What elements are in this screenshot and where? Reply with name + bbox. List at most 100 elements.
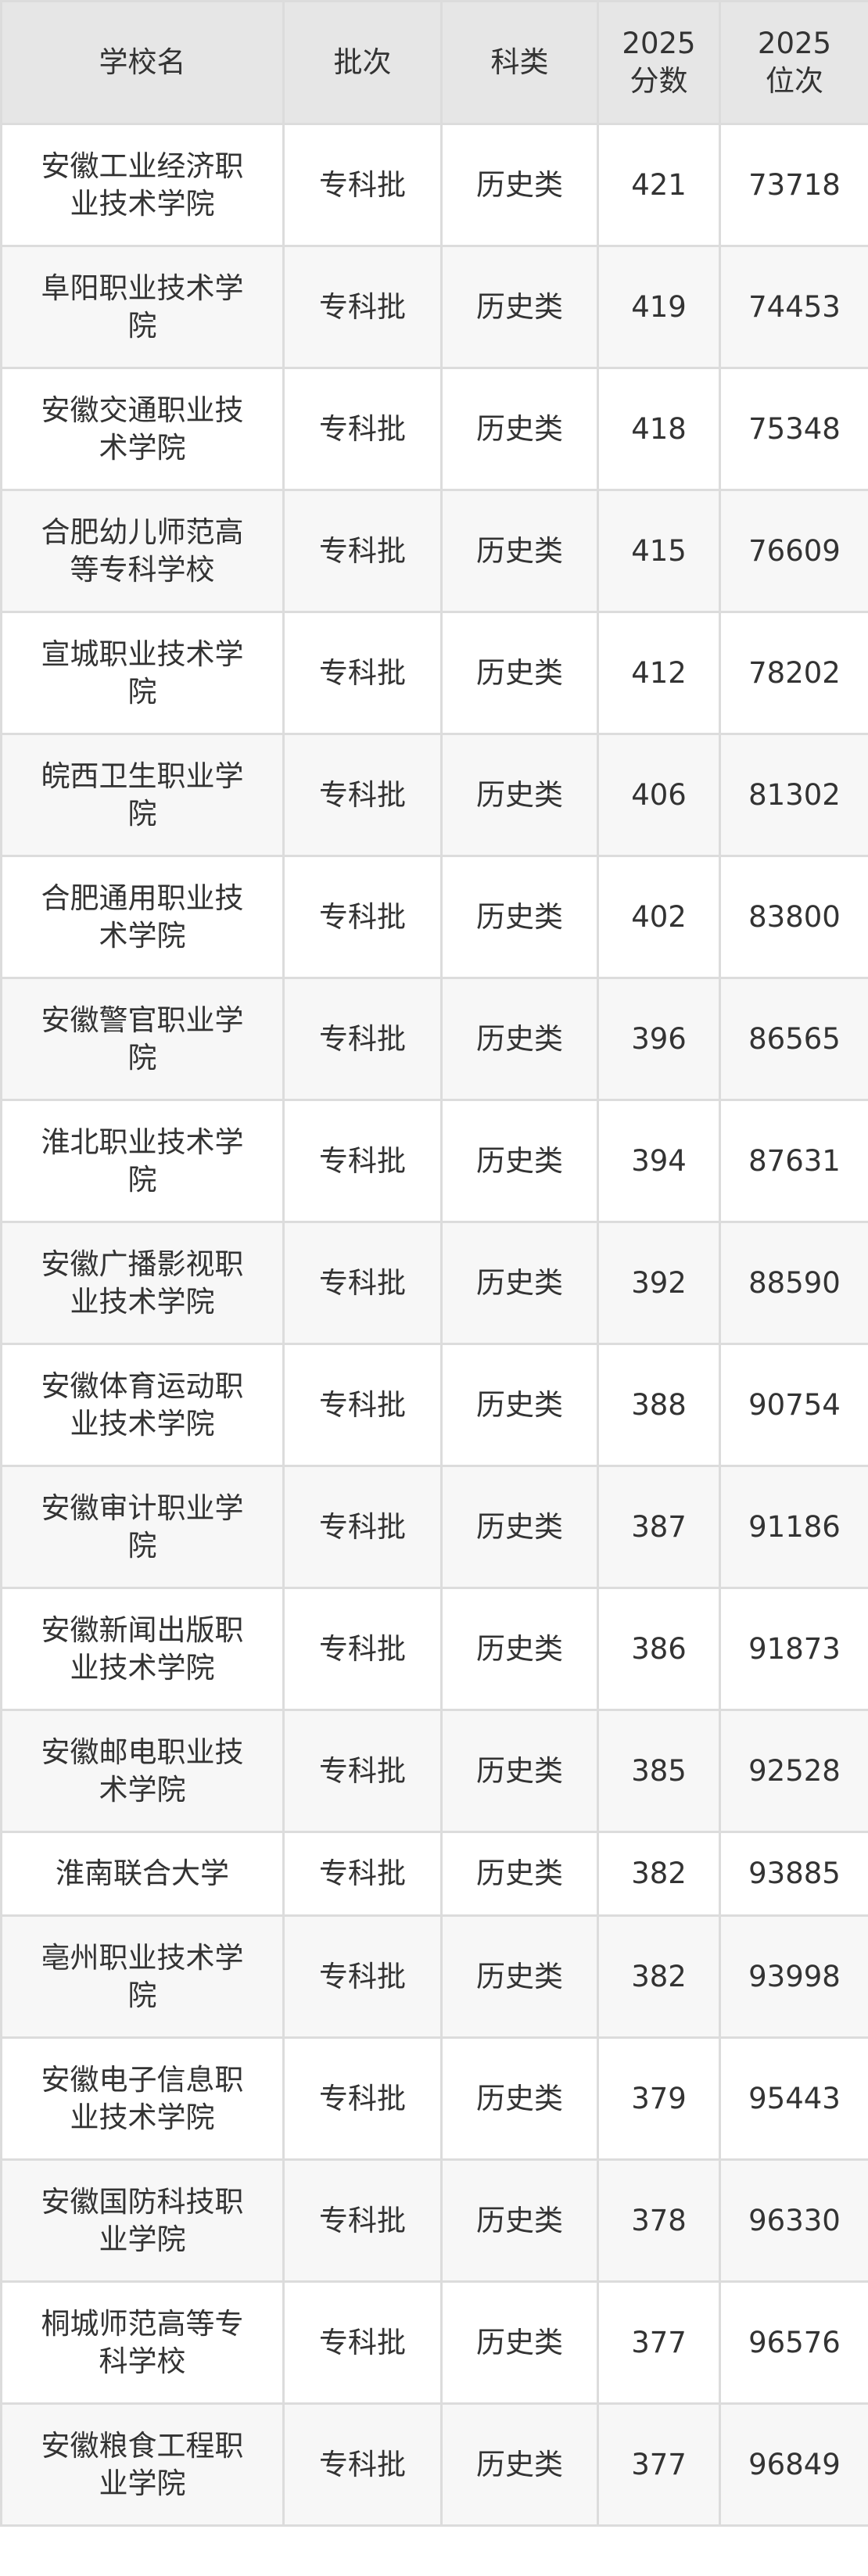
school-cell: 安徽工业经济职业技术学院 <box>0 123 285 247</box>
header-rank: 2025 位次 <box>719 0 868 125</box>
school-cell: 安徽国防科技职业学院 <box>0 2158 285 2283</box>
score-cell: 419 <box>597 245 721 369</box>
rank-cell: 92528 <box>719 1709 868 1833</box>
subject-cell: 历史类 <box>440 733 599 857</box>
score-cell: 377 <box>597 2280 721 2405</box>
school-cell: 安徽粮食工程职业学院 <box>0 2402 285 2527</box>
school-cell: 安徽广播影视职业技术学院 <box>0 1221 285 1345</box>
school-cell: 安徽电子信息职业技术学院 <box>0 2036 285 2161</box>
table-row: 安徽国防科技职业学院 专科批 历史类 378 96330 <box>0 2158 868 2283</box>
rank-cell: 78202 <box>719 611 868 735</box>
batch-cell: 专科批 <box>282 367 443 491</box>
school-cell: 桐城师范高等专科学校 <box>0 2280 285 2405</box>
table-row: 安徽电子信息职业技术学院 专科批 历史类 379 95443 <box>0 2036 868 2161</box>
score-cell: 379 <box>597 2036 721 2161</box>
school-cell: 宣城职业技术学院 <box>0 611 285 735</box>
score-cell: 394 <box>597 1099 721 1223</box>
subject-cell: 历史类 <box>440 2280 599 2405</box>
score-cell: 392 <box>597 1221 721 1345</box>
rank-cell: 75348 <box>719 367 868 491</box>
subject-cell: 历史类 <box>440 1587 599 1711</box>
score-cell: 386 <box>597 1587 721 1711</box>
header-score-label: 分数 <box>629 64 688 98</box>
rank-cell: 88590 <box>719 1221 868 1345</box>
header-score: 2025 分数 <box>597 0 721 125</box>
school-cell: 亳州职业技术学院 <box>0 1914 285 2039</box>
subject-cell: 历史类 <box>440 1099 599 1223</box>
rank-cell: 74453 <box>719 245 868 369</box>
batch-cell: 专科批 <box>282 489 443 613</box>
score-cell: 382 <box>597 1831 721 1917</box>
score-cell: 418 <box>597 367 721 491</box>
header-rank-label: 位次 <box>766 64 823 98</box>
table-row: 安徽邮电职业技术学院 专科批 历史类 385 92528 <box>0 1709 868 1833</box>
subject-cell: 历史类 <box>440 245 599 369</box>
table-row: 淮北职业技术学院 专科批 历史类 394 87631 <box>0 1099 868 1223</box>
score-cell: 387 <box>597 1465 721 1589</box>
table-row: 安徽新闻出版职业技术学院 专科批 历史类 386 91873 <box>0 1587 868 1711</box>
batch-cell: 专科批 <box>282 1709 443 1833</box>
header-score-year: 2025 <box>622 27 696 60</box>
batch-cell: 专科批 <box>282 245 443 369</box>
rank-cell: 86565 <box>719 977 868 1101</box>
batch-cell: 专科批 <box>282 611 443 735</box>
subject-cell: 历史类 <box>440 1465 599 1589</box>
table-row: 宣城职业技术学院 专科批 历史类 412 78202 <box>0 611 868 735</box>
school-cell: 安徽警官职业学院 <box>0 977 285 1101</box>
score-cell: 421 <box>597 123 721 247</box>
subject-cell: 历史类 <box>440 2402 599 2527</box>
table-row: 安徽广播影视职业技术学院 专科批 历史类 392 88590 <box>0 1221 868 1345</box>
table-row: 安徽警官职业学院 专科批 历史类 396 86565 <box>0 977 868 1101</box>
table-row: 亳州职业技术学院 专科批 历史类 382 93998 <box>0 1914 868 2039</box>
table-row: 淮南联合大学 专科批 历史类 382 93885 <box>0 1831 868 1917</box>
batch-cell: 专科批 <box>282 1221 443 1345</box>
rank-cell: 73718 <box>719 123 868 247</box>
subject-cell: 历史类 <box>440 2158 599 2283</box>
batch-cell: 专科批 <box>282 2402 443 2527</box>
score-cell: 402 <box>597 855 721 979</box>
school-cell: 淮南联合大学 <box>0 1831 285 1917</box>
table-row: 桐城师范高等专科学校 专科批 历史类 377 96576 <box>0 2280 868 2405</box>
batch-cell: 专科批 <box>282 123 443 247</box>
rank-cell: 93998 <box>719 1914 868 2039</box>
school-cell: 安徽体育运动职业技术学院 <box>0 1343 285 1467</box>
table-row: 皖西卫生职业学院 专科批 历史类 406 81302 <box>0 733 868 857</box>
rank-cell: 91186 <box>719 1465 868 1589</box>
score-cell: 396 <box>597 977 721 1101</box>
batch-cell: 专科批 <box>282 2158 443 2283</box>
school-cell: 皖西卫生职业学院 <box>0 733 285 857</box>
rank-cell: 95443 <box>719 2036 868 2161</box>
header-rank-year: 2025 <box>757 27 832 60</box>
school-cell: 阜阳职业技术学院 <box>0 245 285 369</box>
batch-cell: 专科批 <box>282 2280 443 2405</box>
header-school: 学校名 <box>0 0 285 125</box>
school-cell: 安徽交通职业技术学院 <box>0 367 285 491</box>
batch-cell: 专科批 <box>282 2036 443 2161</box>
table-row: 合肥幼儿师范高等专科学校 专科批 历史类 415 76609 <box>0 489 868 613</box>
subject-cell: 历史类 <box>440 1221 599 1345</box>
subject-cell: 历史类 <box>440 855 599 979</box>
table-row: 安徽交通职业技术学院 专科批 历史类 418 75348 <box>0 367 868 491</box>
subject-cell: 历史类 <box>440 123 599 247</box>
table-row: 安徽体育运动职业技术学院 专科批 历史类 388 90754 <box>0 1343 868 1467</box>
header-row: 学校名 批次 科类 2025 分数 2025 位次 <box>0 0 868 125</box>
header-subject: 科类 <box>440 0 599 125</box>
rank-cell: 96849 <box>719 2402 868 2527</box>
table-row: 安徽工业经济职业技术学院 专科批 历史类 421 73718 <box>0 123 868 247</box>
batch-cell: 专科批 <box>282 977 443 1101</box>
rank-cell: 96576 <box>719 2280 868 2405</box>
school-cell: 安徽邮电职业技术学院 <box>0 1709 285 1833</box>
score-cell: 382 <box>597 1914 721 2039</box>
subject-cell: 历史类 <box>440 1343 599 1467</box>
score-cell: 377 <box>597 2402 721 2527</box>
score-cell: 412 <box>597 611 721 735</box>
subject-cell: 历史类 <box>440 1831 599 1917</box>
score-cell: 406 <box>597 733 721 857</box>
batch-cell: 专科批 <box>282 1465 443 1589</box>
school-cell: 合肥幼儿师范高等专科学校 <box>0 489 285 613</box>
subject-cell: 历史类 <box>440 1709 599 1833</box>
table-row: 合肥通用职业技术学院 专科批 历史类 402 83800 <box>0 855 868 979</box>
batch-cell: 专科批 <box>282 1587 443 1711</box>
table-row: 阜阳职业技术学院 专科批 历史类 419 74453 <box>0 245 868 369</box>
score-cell: 378 <box>597 2158 721 2283</box>
